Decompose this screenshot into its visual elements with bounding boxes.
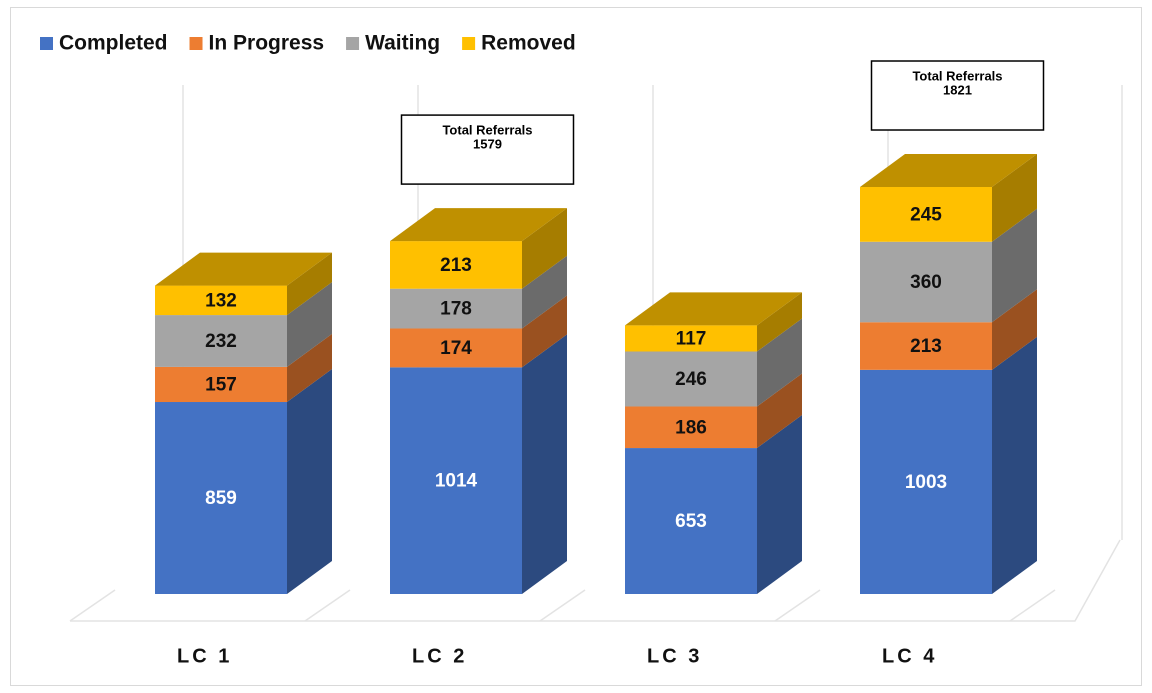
legend-label: Completed [59, 32, 168, 55]
bar-side [757, 292, 802, 352]
bar-side [522, 208, 567, 289]
bar-segment [390, 241, 522, 289]
bar-top [625, 292, 802, 326]
bar-side [992, 154, 1037, 242]
data-label: 1003 [905, 472, 947, 493]
data-label: 246 [675, 369, 707, 390]
bar-segment [860, 241, 992, 323]
legend-label: Waiting [365, 32, 440, 55]
bar-segment [390, 367, 522, 594]
bar-segment [155, 402, 287, 594]
bar-side [757, 415, 802, 594]
legend-swatch [346, 37, 360, 50]
data-label: 213 [910, 336, 942, 357]
bar-segment [625, 406, 757, 449]
bar-side [992, 208, 1037, 323]
bar-side [287, 369, 332, 594]
bar-segment [625, 351, 757, 407]
bar-side [992, 336, 1037, 594]
bar-side [757, 373, 802, 449]
bar-segment [625, 448, 757, 594]
bar-segment [155, 285, 287, 316]
bar-top [155, 252, 332, 286]
bar-segment [860, 369, 992, 594]
data-label: 186 [675, 417, 707, 438]
legend-swatch [189, 37, 203, 50]
x-tick-label: LC 2 [412, 645, 467, 667]
bar-side [522, 255, 567, 329]
annotation-box [400, 114, 575, 185]
x-tick-label: LC 3 [647, 645, 702, 667]
bar-segment [860, 322, 992, 370]
legend-swatch [462, 37, 476, 50]
data-label: 1014 [435, 471, 478, 492]
data-label: 232 [205, 331, 237, 352]
legend-label: Removed [481, 32, 576, 55]
bar-side [522, 334, 567, 594]
data-label: 859 [205, 488, 237, 509]
x-tick-label: LC 1 [177, 645, 232, 667]
annotation-value: 1821 [943, 82, 972, 97]
bar-segment [390, 288, 522, 329]
bar-side [992, 289, 1037, 370]
legend-label: In Progress [209, 32, 325, 55]
bar-segment [860, 187, 992, 242]
data-label: 245 [910, 204, 942, 225]
data-label: 360 [910, 272, 942, 293]
x-tick-label: LC 4 [882, 645, 937, 667]
annotation-box [870, 60, 1045, 131]
data-label: 178 [440, 299, 472, 320]
bar-segment [155, 366, 287, 403]
data-label: 117 [676, 328, 707, 349]
bar-top [860, 154, 1037, 188]
bar-segment [390, 328, 522, 368]
data-label: 653 [675, 511, 707, 532]
bar-side [287, 333, 332, 403]
bar-top [390, 208, 567, 242]
bar-segment [625, 325, 757, 352]
bar-side [757, 318, 802, 407]
legend-swatch [40, 37, 53, 50]
data-label: 174 [440, 338, 472, 359]
annotation-text: Total Referrals [442, 123, 532, 138]
data-label: 132 [205, 290, 237, 311]
annotation-value: 1579 [473, 137, 502, 152]
bar-side [287, 252, 332, 316]
bar-side [287, 282, 332, 367]
annotation-text: Total Referrals [912, 68, 1002, 83]
bar-side [522, 295, 567, 368]
data-label: 157 [205, 374, 237, 395]
data-label: 213 [440, 255, 472, 276]
bar-segment [155, 315, 287, 367]
